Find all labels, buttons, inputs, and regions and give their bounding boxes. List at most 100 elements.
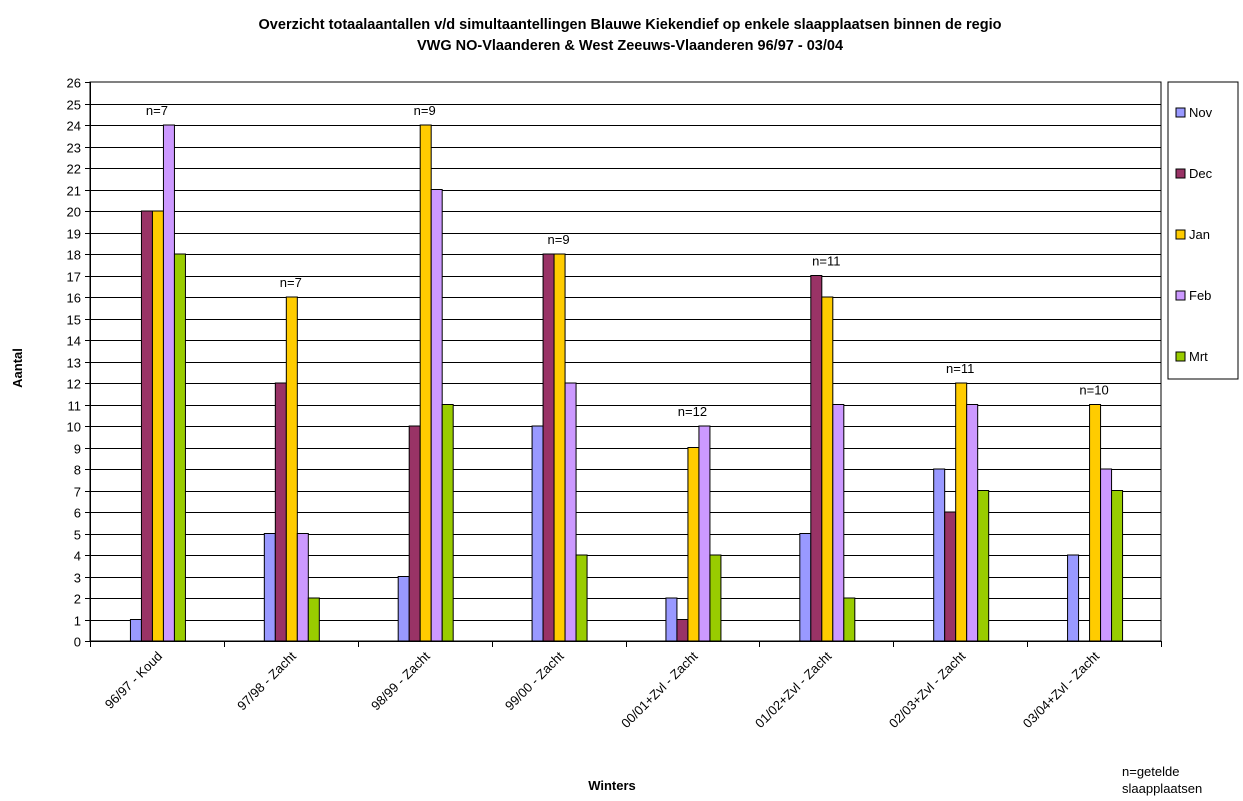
y-tick-label: 12 [67, 377, 81, 392]
y-tick-label: 25 [67, 98, 81, 113]
y-tick-label: 20 [67, 205, 81, 220]
legend-label-mrt: Mrt [1189, 349, 1208, 364]
y-tick-label: 22 [67, 162, 81, 177]
bar-feb-2 [430, 189, 443, 642]
x-tick-label: 01/02+Zvl - Zacht [752, 648, 835, 731]
y-tick-label: 6 [74, 506, 81, 521]
bar-nov-0 [129, 619, 142, 642]
y-tick-label: 14 [67, 334, 81, 349]
category-annotations: n=7 n=7 n=9 n=9 n=12 n=11 n=11 n=10 [146, 103, 1109, 419]
group-annotation: n=7 [280, 275, 302, 290]
bar-mrt-0 [173, 253, 186, 642]
x-tick-label: 02/03+Zvl - Zacht [886, 648, 969, 731]
y-tick-label: 8 [74, 463, 81, 478]
legend-label-nov: Nov [1189, 105, 1213, 120]
x-axis-ticks: 96/97 - Koud 97/98 - Zacht 98/99 - Zacht 99… [90, 641, 1162, 731]
y-axis-ticks: 0123456789101112131415161718192021222324… [67, 76, 90, 650]
bar-feb-4 [698, 425, 711, 642]
x-tick-label: 99/00 - Zacht [502, 648, 567, 713]
legend-label-jan: Jan [1189, 227, 1210, 242]
legend-swatch-nov [1175, 107, 1186, 118]
bar-jan-3 [553, 253, 566, 642]
chart-subtitle: VWG NO-Vlaanderen & West Zeeuws-Vlaander… [417, 38, 843, 54]
legend: Nov Dec Jan Feb Mrt [1167, 81, 1239, 380]
bar-mrt-3 [575, 554, 588, 642]
bar-mrt-4 [709, 554, 722, 642]
bar-nov-6 [933, 468, 946, 642]
bar-dec-2 [408, 425, 421, 642]
bars [129, 124, 1124, 642]
plot-area [89, 81, 1162, 642]
y-tick-label: 26 [67, 76, 81, 91]
bar-dec-3 [542, 253, 555, 642]
bar-nov-5 [799, 533, 812, 642]
y-tick-label: 9 [74, 442, 81, 457]
group-annotation: n=10 [1079, 383, 1108, 398]
y-axis-title: Aantal [10, 348, 25, 388]
bar-nov-4 [665, 597, 678, 642]
y-tick-label: 13 [67, 356, 81, 371]
legend-swatch-dec [1175, 168, 1186, 179]
bar-mrt-2 [441, 404, 454, 642]
group-annotation: n=12 [678, 404, 707, 419]
y-tick-label: 10 [67, 420, 81, 435]
bar-mrt-5 [843, 597, 856, 642]
x-tick-label: 03/04+Zvl - Zacht [1020, 648, 1103, 731]
y-tick-label: 5 [74, 528, 81, 543]
bar-feb-1 [296, 533, 309, 642]
group-annotation: n=11 [812, 254, 840, 269]
legend-label-feb: Feb [1189, 288, 1211, 303]
y-tick-label: 18 [67, 248, 81, 263]
y-tick-label: 11 [68, 399, 82, 414]
bar-mrt-1 [307, 597, 320, 642]
legend-swatch-mrt [1175, 351, 1186, 362]
bar-jan-0 [151, 210, 164, 642]
y-tick-label: 3 [74, 571, 81, 586]
y-tick-label: 15 [67, 313, 81, 328]
bar-feb-6 [966, 404, 979, 642]
x-tick-label: 96/97 - Koud [102, 649, 165, 712]
axes [90, 82, 1161, 642]
legend-swatch-jan [1175, 229, 1186, 240]
group-annotation: n=11 [946, 361, 974, 376]
gridlines [90, 104, 1161, 621]
x-tick-label: 97/98 - Zacht [234, 648, 299, 713]
y-tick-label: 4 [74, 549, 81, 564]
group-annotation: n=9 [548, 232, 570, 247]
group-annotation: n=9 [414, 103, 436, 118]
y-tick-label: 0 [74, 635, 81, 650]
bar-dec-6 [944, 511, 957, 642]
bar-nov-1 [263, 533, 276, 642]
y-tick-label: 16 [67, 291, 81, 306]
bar-jan-6 [955, 382, 968, 642]
group-annotation: n=7 [146, 103, 168, 118]
y-tick-label: 2 [74, 592, 81, 607]
y-tick-label: 21 [67, 184, 81, 199]
x-tick-label: 98/99 - Zacht [368, 648, 433, 713]
note-line-1: n=getelde [1122, 764, 1179, 779]
bar-jan-5 [821, 296, 834, 642]
bar-feb-5 [832, 404, 845, 642]
y-tick-label: 23 [67, 141, 81, 156]
bar-feb-3 [564, 382, 577, 642]
bar-dec-0 [140, 210, 153, 642]
bar-dec-5 [810, 275, 823, 642]
legend-swatch-feb [1175, 290, 1186, 301]
note-line-2: slaapplaatsen [1122, 781, 1202, 796]
legend-label-dec: Dec [1189, 166, 1213, 181]
x-tick-label: 00/01+Zvl - Zacht [618, 648, 701, 731]
bar-nov-7 [1067, 554, 1080, 642]
bar-feb-7 [1100, 468, 1113, 642]
bar-mrt-6 [977, 490, 990, 642]
bar-dec-1 [274, 382, 287, 642]
bar-nov-3 [531, 425, 544, 642]
y-tick-label: 17 [67, 270, 81, 285]
bar-jan-1 [285, 296, 298, 642]
y-tick-label: 1 [74, 614, 81, 629]
bar-jan-7 [1089, 404, 1102, 642]
bar-dec-4 [676, 619, 689, 642]
chart-title: Overzicht totaalaantallen v/d simultaant… [259, 17, 1002, 33]
bar-mrt-7 [1111, 490, 1124, 642]
bar-feb-0 [162, 124, 175, 642]
